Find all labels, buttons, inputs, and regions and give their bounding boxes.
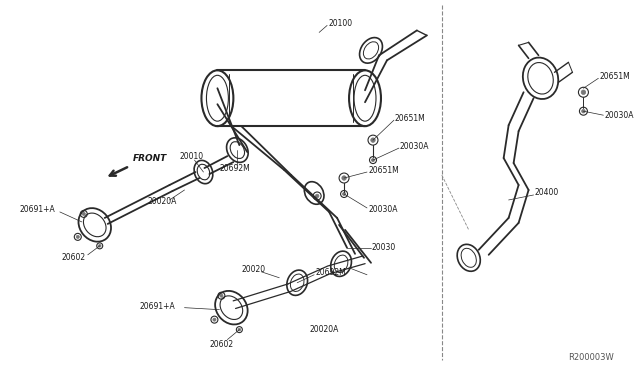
- Text: 20692M: 20692M: [220, 164, 250, 173]
- Circle shape: [238, 328, 241, 331]
- Circle shape: [371, 138, 375, 142]
- Circle shape: [76, 235, 79, 238]
- Text: 20020A: 20020A: [148, 198, 177, 206]
- Circle shape: [213, 318, 216, 321]
- Text: 20602: 20602: [62, 253, 86, 262]
- Circle shape: [581, 90, 586, 94]
- Circle shape: [582, 109, 585, 113]
- Text: 20400: 20400: [534, 189, 559, 198]
- Text: 20691+A: 20691+A: [20, 205, 56, 214]
- Circle shape: [99, 244, 101, 247]
- Text: 20602: 20602: [209, 340, 234, 349]
- Circle shape: [82, 212, 85, 215]
- Text: 20010: 20010: [179, 151, 204, 161]
- Text: 20100: 20100: [328, 19, 352, 28]
- Circle shape: [342, 176, 346, 180]
- Text: R200003W: R200003W: [568, 353, 614, 362]
- Circle shape: [342, 192, 346, 196]
- Text: 20692M: 20692M: [315, 268, 346, 277]
- Text: 20020: 20020: [241, 265, 266, 274]
- Text: 20651M: 20651M: [395, 114, 426, 123]
- Text: 20030A: 20030A: [400, 142, 429, 151]
- Circle shape: [316, 194, 319, 198]
- Text: 20030: 20030: [372, 243, 396, 252]
- Text: 20030A: 20030A: [604, 111, 634, 120]
- Text: 20691+A: 20691+A: [140, 302, 175, 311]
- Text: FRONT: FRONT: [132, 154, 167, 163]
- Text: 20030A: 20030A: [368, 205, 397, 214]
- Circle shape: [371, 158, 374, 162]
- Circle shape: [220, 294, 223, 297]
- Text: 20651M: 20651M: [368, 166, 399, 174]
- Text: 20020A: 20020A: [309, 325, 339, 334]
- Text: 20651M: 20651M: [600, 72, 630, 81]
